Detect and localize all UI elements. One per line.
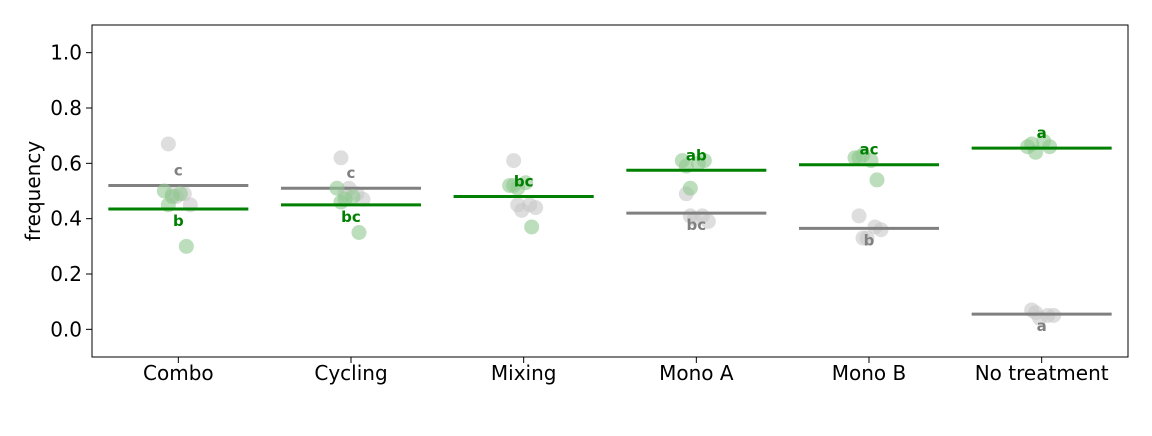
significance-letter: b <box>173 212 184 230</box>
x-tick-label: Mono A <box>659 361 734 385</box>
y-axis-label: frequency <box>21 141 45 241</box>
data-point <box>869 172 885 188</box>
data-point <box>329 180 345 196</box>
y-tick-label: 1.0 <box>50 41 82 65</box>
x-tick-label: Mono B <box>832 361 906 385</box>
axes: 0.0 0.2 0.4 0.6 0.8 1.0 Combo Cycling Mixing Mono… <box>50 41 1109 385</box>
data-point <box>700 213 716 229</box>
plot-frame <box>91 24 1129 358</box>
data-point <box>178 238 194 254</box>
significance-letter: bc <box>341 208 361 226</box>
significance-letter: a <box>1037 317 1047 335</box>
plot-area: ccbcbcbabbcbcabaca <box>108 124 1112 335</box>
data-point <box>528 200 544 216</box>
significance-letter: b <box>864 231 875 249</box>
y-tick-label: 0.8 <box>50 96 82 120</box>
y-tick-label: 0.2 <box>50 262 82 286</box>
data-point <box>506 153 522 169</box>
x-tick-label: Combo <box>143 361 214 385</box>
y-tick-label: 0.4 <box>50 207 82 231</box>
x-tick-label: Mixing <box>491 361 557 385</box>
significance-letter: c <box>174 161 183 179</box>
data-point <box>696 153 712 169</box>
significance-letter: a <box>1037 124 1047 142</box>
series-grey: c c bc bc b a <box>108 136 1112 335</box>
data-point <box>160 136 176 152</box>
data-point <box>510 197 526 213</box>
significance-letter: bc <box>514 173 534 191</box>
data-point <box>333 150 349 166</box>
significance-letter: bc <box>687 216 707 234</box>
significance-letter: ab <box>686 146 707 164</box>
data-point <box>506 177 522 193</box>
significance-letter: c <box>347 164 356 182</box>
data-point <box>351 225 367 240</box>
x-tick-label: No treatment <box>975 361 1109 385</box>
data-point <box>851 208 867 224</box>
y-tick-label: 0.0 <box>50 317 82 341</box>
data-point <box>524 219 540 235</box>
data-point <box>855 230 871 246</box>
significance-letter: ac <box>859 141 878 159</box>
data-point <box>682 180 698 196</box>
x-tick-label: Cycling <box>314 361 387 385</box>
y-tick-label: 0.6 <box>50 151 82 175</box>
data-point <box>851 150 867 166</box>
